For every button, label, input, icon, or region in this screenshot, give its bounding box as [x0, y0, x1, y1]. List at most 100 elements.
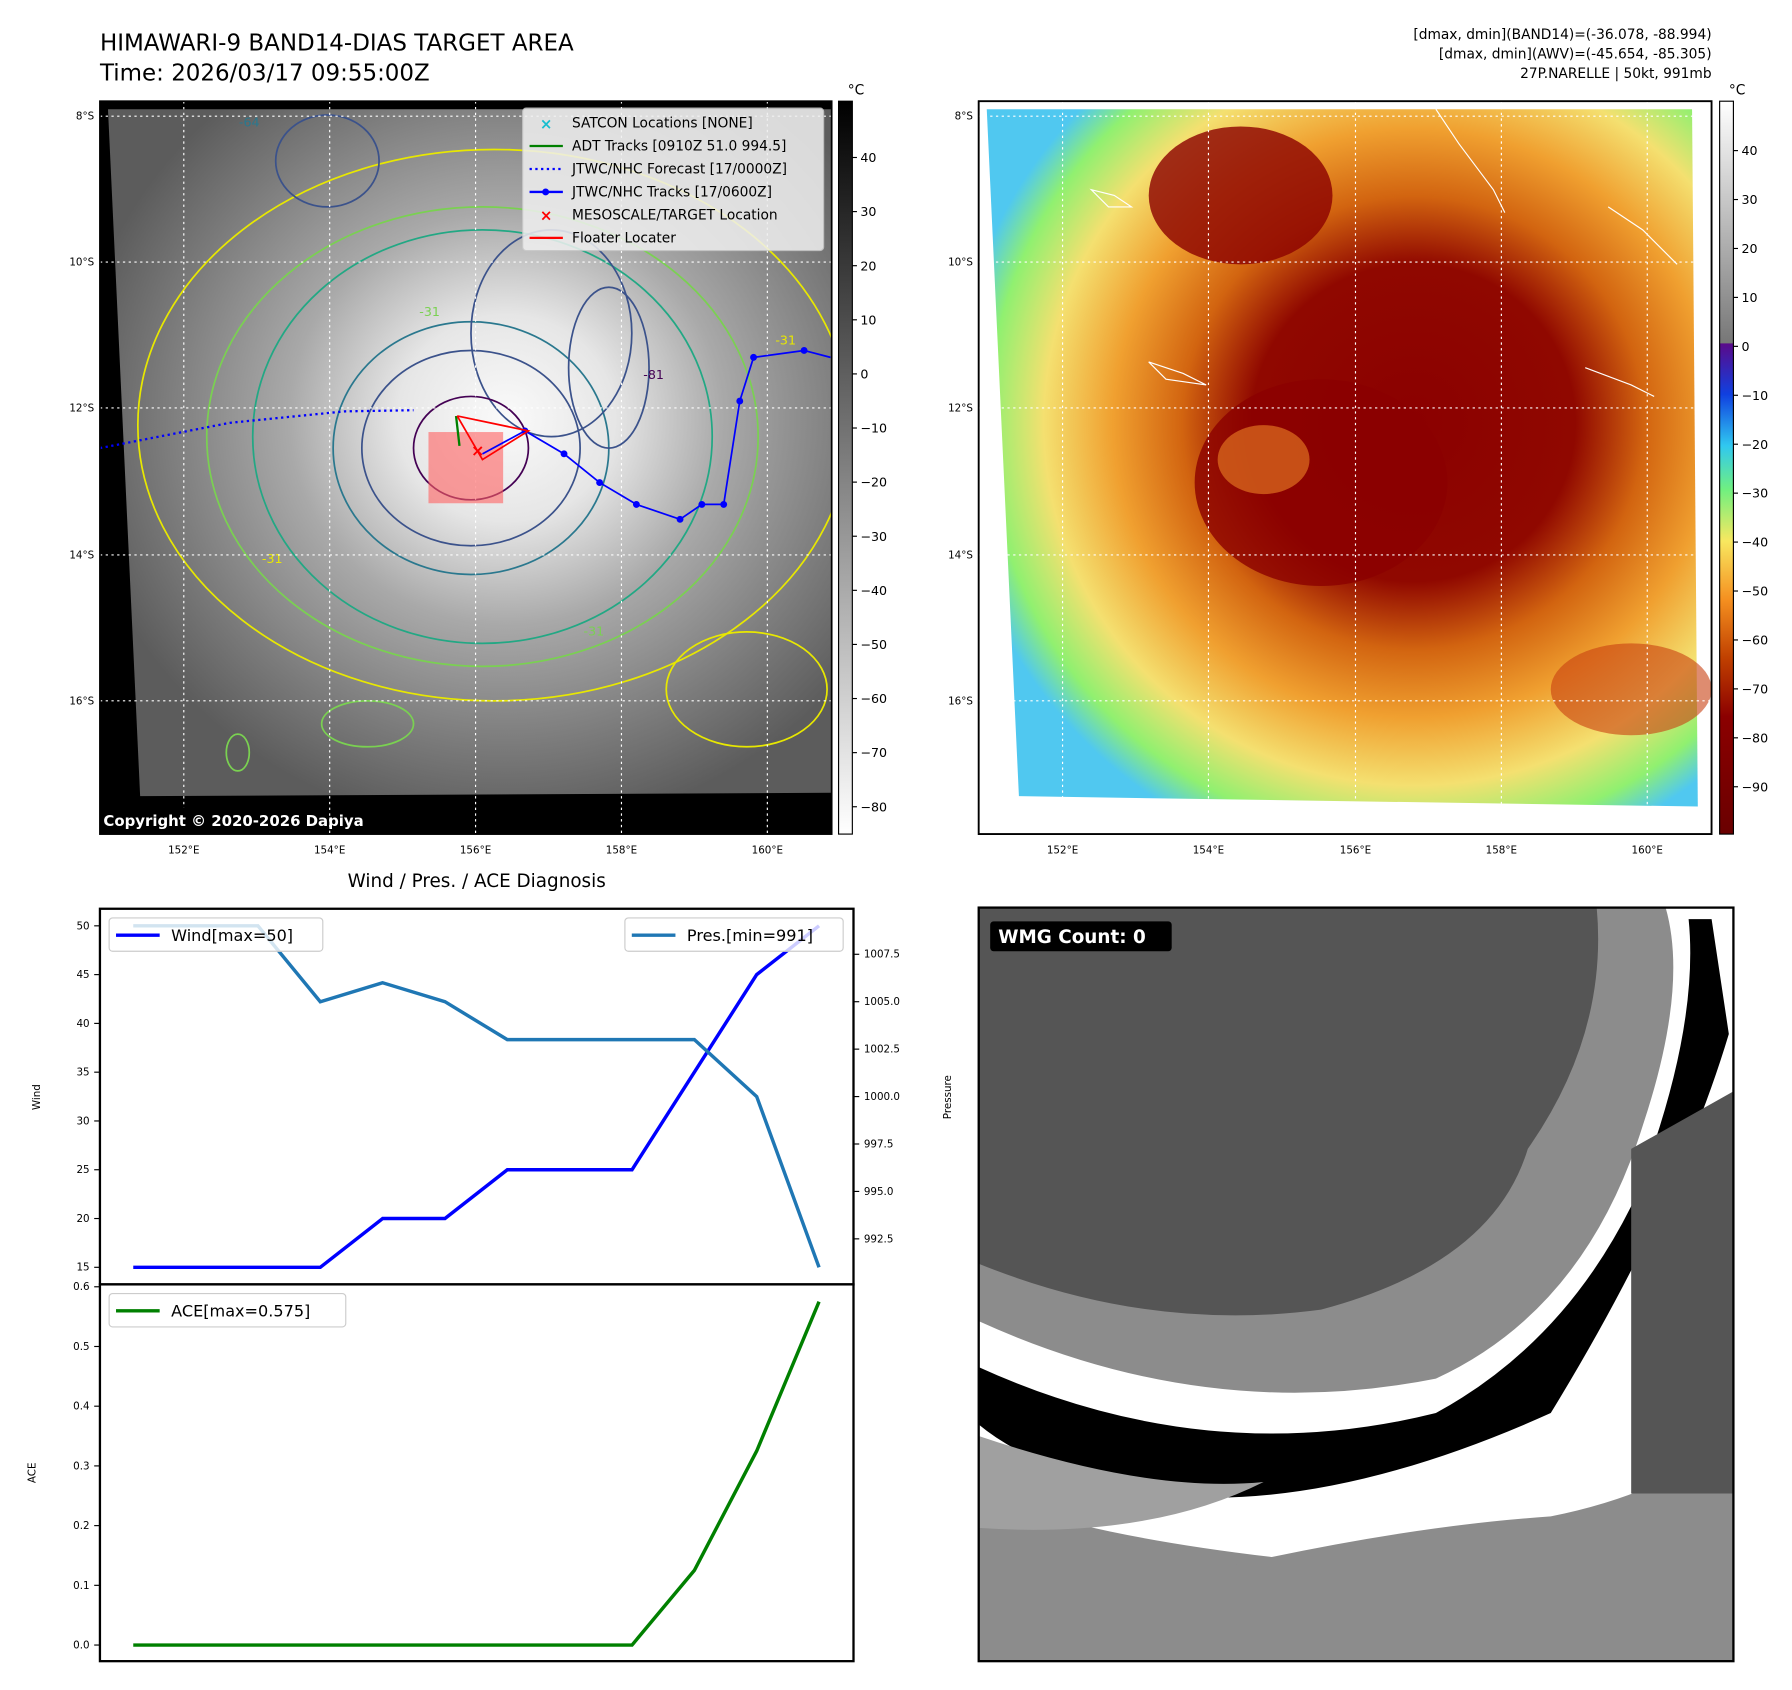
lat-tick: 14°S — [69, 549, 94, 561]
x-marker-icon: × — [540, 115, 553, 133]
colorbar-tick: 20 — [1741, 241, 1757, 256]
lon-tick: 160°E — [1632, 845, 1663, 857]
copyright: Copyright © 2020-2026 Dapiya — [103, 812, 363, 830]
legend-item: × MESOSCALE/TARGET Location — [540, 207, 778, 225]
lat-tick: 10°S — [948, 256, 973, 268]
colorbar-tick: −30 — [860, 529, 887, 544]
lon-tick: 156°E — [460, 845, 491, 857]
colorbar-tick: −40 — [1741, 535, 1768, 550]
lon-tick: 158°E — [1486, 845, 1517, 857]
colorbar-tick: −70 — [1741, 681, 1768, 696]
colorbar-tick: −70 — [860, 745, 887, 760]
wind-tick: 15 — [76, 1262, 89, 1274]
ace-tick: 0.3 — [73, 1460, 89, 1472]
legend-label: JTWC/NHC Tracks [17/0600Z] — [571, 185, 772, 201]
wind-line — [133, 924, 821, 1270]
contour-label: -31 — [419, 304, 440, 319]
pressure-tick: 992.5 — [864, 1233, 894, 1245]
chart-title: Wind / Pres. / ACE Diagnosis — [348, 871, 606, 892]
colorbar-tick: −20 — [1741, 437, 1768, 452]
mesoscale-target-area — [428, 432, 504, 504]
lat-tick: 16°S — [948, 695, 973, 707]
legend-label: Wind[max=50] — [171, 926, 293, 945]
ace-tick: 0.4 — [73, 1401, 89, 1413]
pressure-legend: Pres.[min=991] — [624, 917, 844, 952]
wmg-count: WMG Count: 0 — [998, 927, 1145, 948]
legend-label: Pres.[min=991] — [687, 926, 813, 945]
colorbar-tick: 30 — [1741, 192, 1757, 207]
wind-legend: Wind[max=50] — [108, 917, 324, 952]
pressure-tick: 1000.0 — [864, 1091, 900, 1103]
lon-tick: 154°E — [1193, 845, 1224, 857]
ace-tick: 0.1 — [73, 1580, 89, 1592]
colorbar-left: °C 40 30 20 10 0 −10 −20 −30 −40 −50 −60 −70 −80 — [837, 82, 887, 835]
colorbar-tick: −40 — [860, 583, 887, 598]
pressure-axis-label: Pressure — [942, 1075, 954, 1119]
wind-tick: 25 — [76, 1164, 89, 1176]
lon-tick: 156°E — [1340, 845, 1371, 857]
pressure-tick: 1005.0 — [864, 996, 900, 1008]
colorbar-tick: −30 — [1741, 486, 1768, 501]
ace-tick: 0.5 — [73, 1341, 89, 1353]
colorbar-tick: 20 — [860, 258, 876, 273]
legend-item: JTWC/NHC Tracks [17/0600Z] — [529, 185, 772, 201]
colorbar-tick: −90 — [1741, 779, 1768, 794]
pressure-tick: 995.0 — [864, 1186, 894, 1198]
lon-tick: 152°E — [168, 845, 199, 857]
legend-label: SATCON Locations [NONE] — [572, 116, 753, 132]
info-storm: 27P.NARELLE | 50kt, 991mb — [1520, 66, 1712, 82]
lat-tick: 14°S — [948, 549, 973, 561]
x-marker-icon: × — [540, 207, 553, 225]
wmg-panel: WMG Count: 0 — [977, 906, 1735, 1663]
ace-legend: ACE[max=0.575] — [108, 1292, 347, 1328]
colorbar-tick: −10 — [860, 421, 887, 436]
colorbar-tick: 40 — [1741, 143, 1757, 158]
jtwc-forecast-track — [99, 409, 414, 450]
adt-track — [454, 415, 461, 446]
legend-label: MESOSCALE/TARGET Location — [572, 208, 778, 224]
contour-label: -64 — [239, 114, 260, 129]
lat-tick: 8°S — [955, 111, 973, 123]
legend-item: JTWC/NHC Forecast [17/0000Z] — [529, 162, 787, 178]
wind-tick: 50 — [76, 920, 89, 932]
colorbar-tick: −80 — [1741, 730, 1768, 745]
map-legend: × SATCON Locations [NONE] ADT Tracks [0910… — [522, 107, 825, 252]
contour-label: -31 — [775, 333, 796, 348]
legend-item: Floater Locater — [529, 230, 676, 246]
wind-tick: 30 — [76, 1115, 89, 1127]
copyright-box — [99, 807, 307, 835]
ace-tick: 0.6 — [73, 1281, 89, 1293]
legend-label: JTWC/NHC Forecast [17/0000Z] — [571, 162, 787, 178]
lon-tick: 158°E — [606, 845, 637, 857]
ace-tick: 0.0 — [73, 1639, 89, 1651]
colorbar-unit: °C — [848, 82, 865, 98]
wind-pressure-chart: Wind Pressure 15 20 25 30 35 40 45 50 992.5 995.0… — [31, 907, 954, 1286]
colorbar-tick: 10 — [1741, 290, 1757, 305]
awv-map-panel — [977, 100, 1713, 835]
wind-tick: 20 — [76, 1213, 89, 1225]
lat-tick: 16°S — [69, 695, 94, 707]
colorbar-tick: 10 — [860, 312, 876, 327]
legend-dot-icon — [542, 188, 550, 196]
ace-line — [133, 1301, 821, 1647]
wind-tick: 35 — [76, 1067, 89, 1079]
pressure-tick: 997.5 — [864, 1138, 894, 1150]
lat-tick: 8°S — [76, 111, 94, 123]
colorbar-tick: 30 — [860, 204, 876, 219]
legend-label: ADT Tracks [0910Z 51.0 994.5] — [572, 139, 786, 155]
colorbar-tick: 40 — [860, 150, 876, 165]
lat-tick: 12°S — [948, 402, 973, 414]
colorbar-tick: 0 — [860, 367, 868, 382]
colorbar-tick: 0 — [1741, 339, 1749, 354]
wind-axis-label: Wind — [31, 1084, 43, 1110]
lon-tick: 152°E — [1047, 845, 1078, 857]
figure-time: Time: 2026/03/17 09:55:00Z — [99, 61, 430, 87]
ace-tick: 0.2 — [73, 1520, 89, 1532]
target-marker-icon: × — [471, 441, 484, 460]
legend-label: ACE[max=0.575] — [171, 1302, 310, 1321]
lon-tick: 160°E — [752, 845, 783, 857]
wind-tick: 45 — [76, 969, 89, 981]
colorbar-tick: −50 — [1741, 584, 1768, 599]
coastlines — [1089, 108, 1678, 397]
colorbar-right: °C 40 30 20 10 0 −10 −20 −30 −40 −50 −60 −70 −80 −90 — [1719, 82, 1768, 835]
